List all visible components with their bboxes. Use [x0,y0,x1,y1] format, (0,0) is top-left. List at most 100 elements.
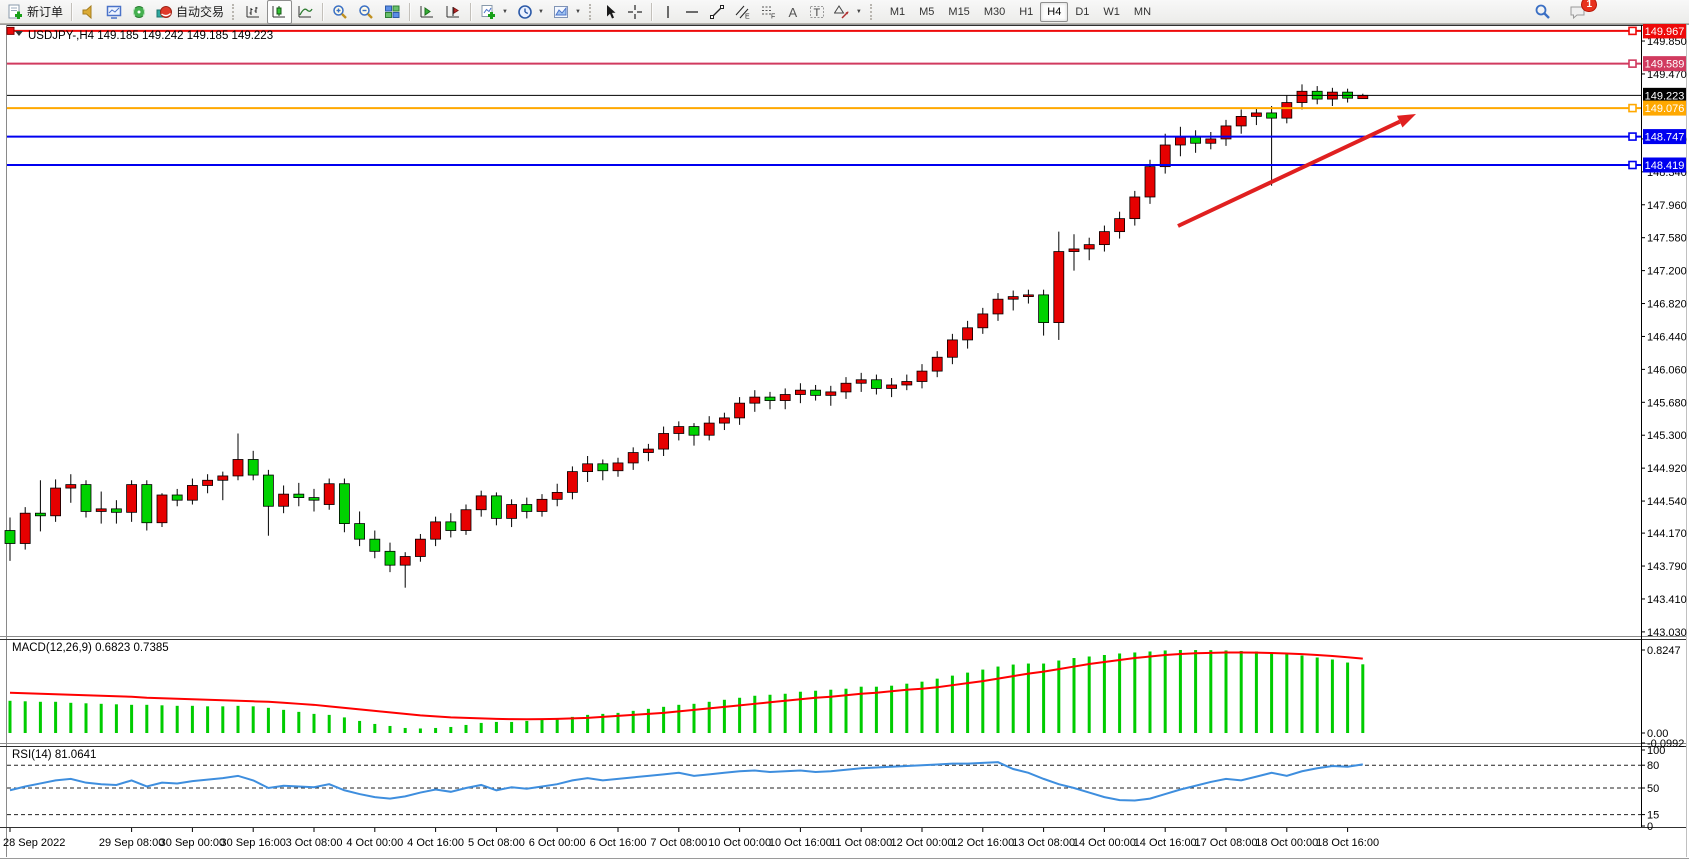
macd-histogram-bar [753,695,757,734]
text-label-button[interactable]: T [805,0,829,24]
equidistant-channel-button[interactable]: E [730,0,755,24]
macd-histogram-bar [783,693,787,734]
toolbar-drag-handle [588,3,594,20]
macd-histogram-bar [494,721,498,734]
macd-axis-label: 0.8247 [1647,645,1681,657]
zoom-in-icon [333,4,347,19]
trend-arrow-head[interactable] [1396,114,1416,128]
text-button[interactable]: A [782,0,804,24]
macd-histogram-bar [388,725,392,734]
timeframe-button-M30[interactable]: M30 [983,5,1006,18]
toolbar-separator [409,2,412,21]
crosshair-button[interactable] [623,0,647,24]
indicator-cursor-button[interactable] [441,0,466,24]
macd-histogram-bar [175,705,179,734]
candlestick-chart-button[interactable] [267,0,293,24]
candle-body [1175,136,1186,146]
time-tick-label: 12 Oct 16:00 [951,837,1014,849]
macd-histogram-bar [190,705,194,734]
indicator-cursor-icon [446,5,460,17]
macd-histogram-bar [814,690,818,734]
macd-histogram-bar [160,705,164,734]
period-menu-button[interactable]: ▼ [513,0,548,24]
auto-trading-button[interactable]: 自动交易 [152,0,228,24]
macd-histogram-bar [981,669,985,734]
timeframe-button-H1[interactable]: H1 [1019,5,1034,18]
fibonacci-button[interactable]: F [756,0,781,24]
macd-histogram-bar [312,713,316,734]
toolbar-separator [650,2,653,21]
macd-histogram-bar [8,700,12,734]
indicator-window-button[interactable] [415,0,440,24]
macd-histogram-bar [69,702,73,734]
search-button[interactable] [1530,0,1555,24]
time-tick-label: 18 Oct 00:00 [1255,837,1318,849]
new-chart-menu-button[interactable]: ▼ [476,0,512,24]
shapes-menu-icon [833,4,849,19]
toolbar-drag-handle [232,3,237,20]
cursor-button[interactable] [598,0,622,24]
zoom-in-button[interactable] [328,0,353,24]
line-chart-icon [298,5,313,17]
new-order-button[interactable]: 新订单 [3,0,67,24]
macd-histogram-bar [586,714,590,734]
sound-button[interactable] [77,0,101,24]
line-right-marker[interactable] [1628,160,1637,170]
timeframe-button-H4[interactable]: H4 [1040,1,1069,22]
timeframe-button-M5[interactable]: M5 [919,5,935,18]
line-right-marker[interactable] [1628,59,1637,68]
price-tick-label: 146.060 [1647,364,1687,376]
timeframe-button-MN[interactable]: MN [1133,5,1152,18]
timeframe-button-M15[interactable]: M15 [948,5,970,18]
crosshair-icon [627,4,642,19]
horizontal-line-button[interactable] [680,0,704,24]
macd-histogram-bar [798,691,802,734]
notifications-button[interactable]: 1 [1565,0,1597,24]
macd-histogram-bar [692,703,696,734]
timeframe-button-W1[interactable]: W1 [1103,5,1120,18]
macd-histogram-bar [1330,659,1334,734]
chart-symbol-title: USDJPY-,H4 149.185 149.242 149.185 149.2… [28,30,273,42]
new-chart-menu-icon [481,4,496,19]
macd-signal-line [9,651,1363,721]
text-icon: A [788,5,797,20]
macd-axis-label: -0.0992 [1647,738,1684,750]
line-left-marker[interactable] [6,26,15,35]
horizontal-line-icon [685,10,698,13]
line-chart-button[interactable] [293,0,318,24]
trend-line-button[interactable] [705,0,729,24]
market-watch-button[interactable] [127,0,151,24]
candle-body [1038,294,1049,323]
new-order-icon [8,4,22,19]
time-tick-label: 6 Oct 16:00 [590,837,647,849]
price-tick-label: 149.850 [1647,36,1687,48]
trend-arrow-line[interactable] [1177,119,1401,228]
candle-body [445,521,457,531]
zoom-out-button[interactable] [354,0,379,24]
line-right-marker[interactable] [1628,103,1637,113]
line-right-marker[interactable] [1628,26,1637,36]
line-right-marker[interactable] [1628,132,1637,141]
vertical-line-button[interactable] [657,0,679,24]
shapes-menu-button[interactable]: ▼ [830,0,866,24]
macd-histogram-bar [905,683,909,734]
candle-body [855,379,867,384]
candle-body [779,394,791,401]
symbol-dropdown-icon[interactable] [15,31,23,36]
price-tick-label: 147.960 [1647,200,1687,212]
time-tick-label: 3 Oct 08:00 [286,837,343,849]
template-menu-button[interactable]: ▼ [549,0,585,24]
macd-histogram-bar [1239,650,1243,734]
price-tick-label: 144.920 [1647,463,1687,475]
tile-windows-button[interactable] [380,0,405,24]
price-tick-label: 145.680 [1647,397,1687,409]
timeframe-button-D1[interactable]: D1 [1075,5,1090,18]
bar-chart-button[interactable] [241,0,266,24]
timeframe-button-M1[interactable]: M1 [889,5,906,18]
toolbar-right-group: 1 [1530,0,1597,24]
open-chart-button[interactable] [102,0,126,24]
candle-body [111,508,122,513]
candle-body [931,356,943,372]
